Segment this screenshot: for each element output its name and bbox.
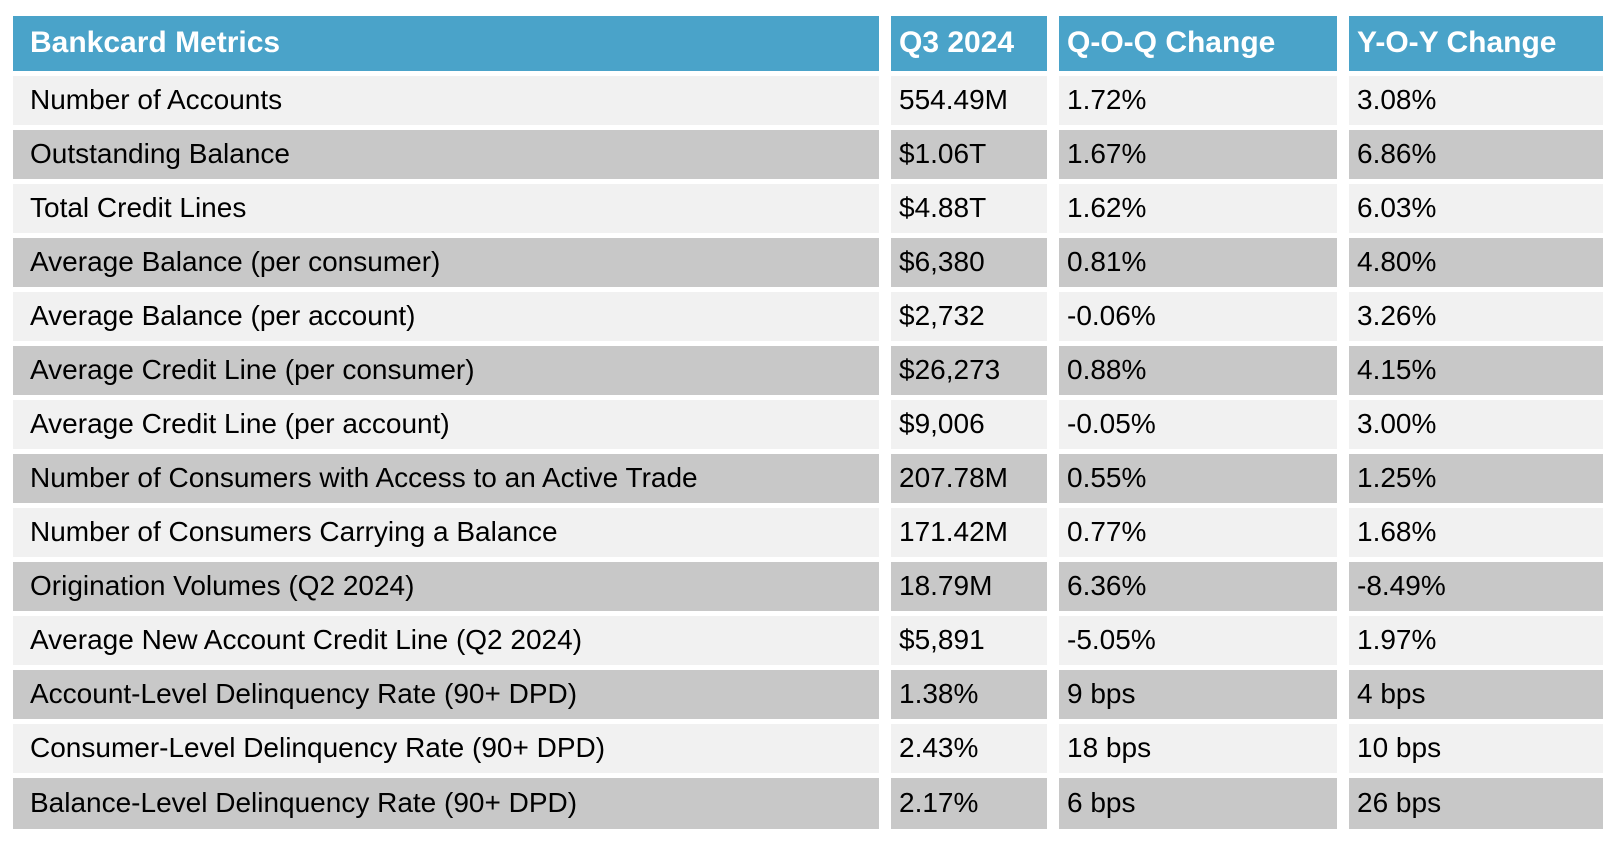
- q3-2024-value-cell: 171.42M: [879, 505, 1053, 562]
- metric-name-cell: Number of Consumers Carrying a Balance: [13, 505, 885, 562]
- table-row: Total Credit Lines $4.88T 1.62% 6.03%: [13, 181, 1603, 238]
- q3-2024-value-cell: $9,006: [879, 397, 1053, 454]
- yoy-change-value-cell: 6.03%: [1337, 181, 1603, 238]
- header-row: Bankcard Metrics Q3 2024 Q-O-Q Change Y-…: [13, 16, 1603, 76]
- yoy-change-value-cell: 1.68%: [1337, 505, 1603, 562]
- qoq-change-value-cell: -0.05%: [1047, 397, 1343, 454]
- yoy-change-value-cell: 4.15%: [1337, 343, 1603, 400]
- header-cell-qoq-change: Q-O-Q Change: [1047, 16, 1343, 76]
- table-row: Average Balance (per consumer) $6,380 0.…: [13, 235, 1603, 292]
- q3-2024-value-cell: $6,380: [879, 235, 1053, 292]
- metric-name-cell: Balance-Level Delinquency Rate (90+ DPD): [13, 775, 885, 829]
- header-cell-q3-2024: Q3 2024: [879, 16, 1053, 76]
- metric-name-cell: Average Credit Line (per consumer): [13, 343, 885, 400]
- qoq-change-value-cell: 18 bps: [1047, 721, 1343, 778]
- table-body: Number of Accounts 554.49M 1.72% 3.08% O…: [13, 73, 1603, 829]
- yoy-change-value-cell: 10 bps: [1337, 721, 1603, 778]
- metric-name-cell: Total Credit Lines: [13, 181, 885, 238]
- qoq-change-value-cell: 6.36%: [1047, 559, 1343, 616]
- metric-name-cell: Average New Account Credit Line (Q2 2024…: [13, 613, 885, 670]
- q3-2024-value-cell: 207.78M: [879, 451, 1053, 508]
- qoq-change-value-cell: 0.81%: [1047, 235, 1343, 292]
- metric-name-cell: Average Credit Line (per account): [13, 397, 885, 454]
- qoq-change-value-cell: 1.72%: [1047, 73, 1343, 130]
- table-row: Average New Account Credit Line (Q2 2024…: [13, 613, 1603, 670]
- yoy-change-value-cell: 1.97%: [1337, 613, 1603, 670]
- yoy-change-value-cell: 3.26%: [1337, 289, 1603, 346]
- qoq-change-value-cell: 9 bps: [1047, 667, 1343, 724]
- metric-name-cell: Origination Volumes (Q2 2024): [13, 559, 885, 616]
- table-row: Average Credit Line (per account) $9,006…: [13, 397, 1603, 454]
- yoy-change-value-cell: 1.25%: [1337, 451, 1603, 508]
- q3-2024-value-cell: 18.79M: [879, 559, 1053, 616]
- q3-2024-value-cell: 2.43%: [879, 721, 1053, 778]
- table-row: Outstanding Balance $1.06T 1.67% 6.86%: [13, 127, 1603, 184]
- qoq-change-value-cell: -0.06%: [1047, 289, 1343, 346]
- q3-2024-value-cell: 1.38%: [879, 667, 1053, 724]
- yoy-change-value-cell: 3.00%: [1337, 397, 1603, 454]
- metric-name-cell: Average Balance (per account): [13, 289, 885, 346]
- qoq-change-value-cell: 0.88%: [1047, 343, 1343, 400]
- table-row: Number of Accounts 554.49M 1.72% 3.08%: [13, 73, 1603, 130]
- qoq-change-value-cell: 1.67%: [1047, 127, 1343, 184]
- qoq-change-value-cell: 0.55%: [1047, 451, 1343, 508]
- yoy-change-value-cell: 6.86%: [1337, 127, 1603, 184]
- table-row: Number of Consumers with Access to an Ac…: [13, 451, 1603, 508]
- qoq-change-value-cell: 0.77%: [1047, 505, 1343, 562]
- metric-name-cell: Number of Accounts: [13, 73, 885, 130]
- table-row: Average Balance (per account) $2,732 -0.…: [13, 289, 1603, 346]
- q3-2024-value-cell: 554.49M: [879, 73, 1053, 130]
- yoy-change-value-cell: 26 bps: [1337, 775, 1603, 829]
- metric-name-cell: Number of Consumers with Access to an Ac…: [13, 451, 885, 508]
- q3-2024-value-cell: $26,273: [879, 343, 1053, 400]
- metric-name-cell: Average Balance (per consumer): [13, 235, 885, 292]
- table-row: Number of Consumers Carrying a Balance 1…: [13, 505, 1603, 562]
- qoq-change-value-cell: 6 bps: [1047, 775, 1343, 829]
- yoy-change-value-cell: 4.80%: [1337, 235, 1603, 292]
- table-row: Average Credit Line (per consumer) $26,2…: [13, 343, 1603, 400]
- bankcard-metrics-table: Bankcard Metrics Q3 2024 Q-O-Q Change Y-…: [13, 16, 1603, 829]
- qoq-change-value-cell: 1.62%: [1047, 181, 1343, 238]
- yoy-change-value-cell: 4 bps: [1337, 667, 1603, 724]
- yoy-change-value-cell: -8.49%: [1337, 559, 1603, 616]
- yoy-change-value-cell: 3.08%: [1337, 73, 1603, 130]
- header-cell-bankcard-metrics: Bankcard Metrics: [13, 16, 885, 76]
- q3-2024-value-cell: $1.06T: [879, 127, 1053, 184]
- metric-name-cell: Account-Level Delinquency Rate (90+ DPD): [13, 667, 885, 724]
- table-row: Account-Level Delinquency Rate (90+ DPD)…: [13, 667, 1603, 724]
- table-row: Balance-Level Delinquency Rate (90+ DPD)…: [13, 775, 1603, 829]
- q3-2024-value-cell: $2,732: [879, 289, 1053, 346]
- q3-2024-value-cell: $5,891: [879, 613, 1053, 670]
- q3-2024-value-cell: $4.88T: [879, 181, 1053, 238]
- qoq-change-value-cell: -5.05%: [1047, 613, 1343, 670]
- table-row: Origination Volumes (Q2 2024) 18.79M 6.3…: [13, 559, 1603, 616]
- table-row: Consumer-Level Delinquency Rate (90+ DPD…: [13, 721, 1603, 778]
- q3-2024-value-cell: 2.17%: [879, 775, 1053, 829]
- metric-name-cell: Consumer-Level Delinquency Rate (90+ DPD…: [13, 721, 885, 778]
- header-cell-yoy-change: Y-O-Y Change: [1337, 16, 1603, 76]
- metric-name-cell: Outstanding Balance: [13, 127, 885, 184]
